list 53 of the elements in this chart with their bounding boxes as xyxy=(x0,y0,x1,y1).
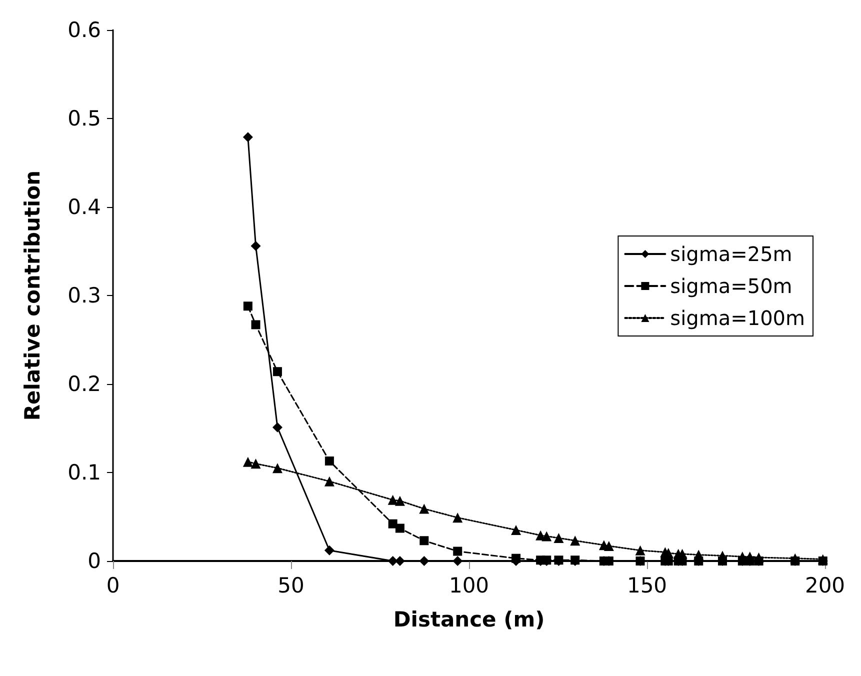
point xyxy=(250,458,261,469)
point xyxy=(635,545,646,556)
y-tick-label: 0.4 xyxy=(68,195,101,219)
point xyxy=(324,456,334,466)
point xyxy=(394,556,405,566)
point xyxy=(242,132,253,142)
point xyxy=(272,422,282,432)
x-tick-label: 200 xyxy=(804,574,846,598)
x-tick-label: 150 xyxy=(626,574,668,598)
point xyxy=(636,556,645,566)
point xyxy=(694,550,704,560)
point xyxy=(251,320,260,330)
point xyxy=(452,512,463,523)
point xyxy=(243,302,252,311)
y-axis-title: Relative contribution xyxy=(20,170,44,421)
y-tick-label: 0.5 xyxy=(68,106,101,130)
point xyxy=(511,554,520,563)
point xyxy=(554,532,564,543)
point xyxy=(754,552,764,562)
point xyxy=(818,554,828,564)
point xyxy=(453,546,462,556)
point xyxy=(388,556,398,566)
point xyxy=(510,525,521,536)
legend-label: sigma=50m xyxy=(670,274,792,298)
point xyxy=(419,504,430,514)
point xyxy=(272,367,282,376)
x-axis-title: Distance (m) xyxy=(393,608,545,632)
legend-label: sigma=100m xyxy=(670,306,806,330)
point xyxy=(388,494,398,505)
point xyxy=(570,536,580,546)
point xyxy=(717,550,728,561)
point xyxy=(272,463,282,474)
point xyxy=(324,545,334,556)
point xyxy=(394,496,405,506)
point xyxy=(395,524,404,533)
y-tick-label: 0 xyxy=(88,549,101,573)
point xyxy=(420,536,429,546)
point xyxy=(790,553,800,564)
y-tick-label: 0.6 xyxy=(68,18,101,42)
y-tick-label: 0.2 xyxy=(68,372,101,396)
point xyxy=(452,556,463,566)
point xyxy=(250,240,261,251)
x-tick-label: 0 xyxy=(106,574,120,598)
point xyxy=(242,456,253,467)
x-tick-label: 100 xyxy=(448,574,490,598)
point xyxy=(604,540,614,551)
point xyxy=(542,531,552,542)
y-tick-label: 0.1 xyxy=(68,460,101,484)
point xyxy=(324,476,334,486)
point xyxy=(419,556,430,566)
legend-label: sigma=25m xyxy=(670,242,792,266)
x-tick-label: 50 xyxy=(278,574,304,598)
y-tick-label: 0.3 xyxy=(68,284,101,308)
